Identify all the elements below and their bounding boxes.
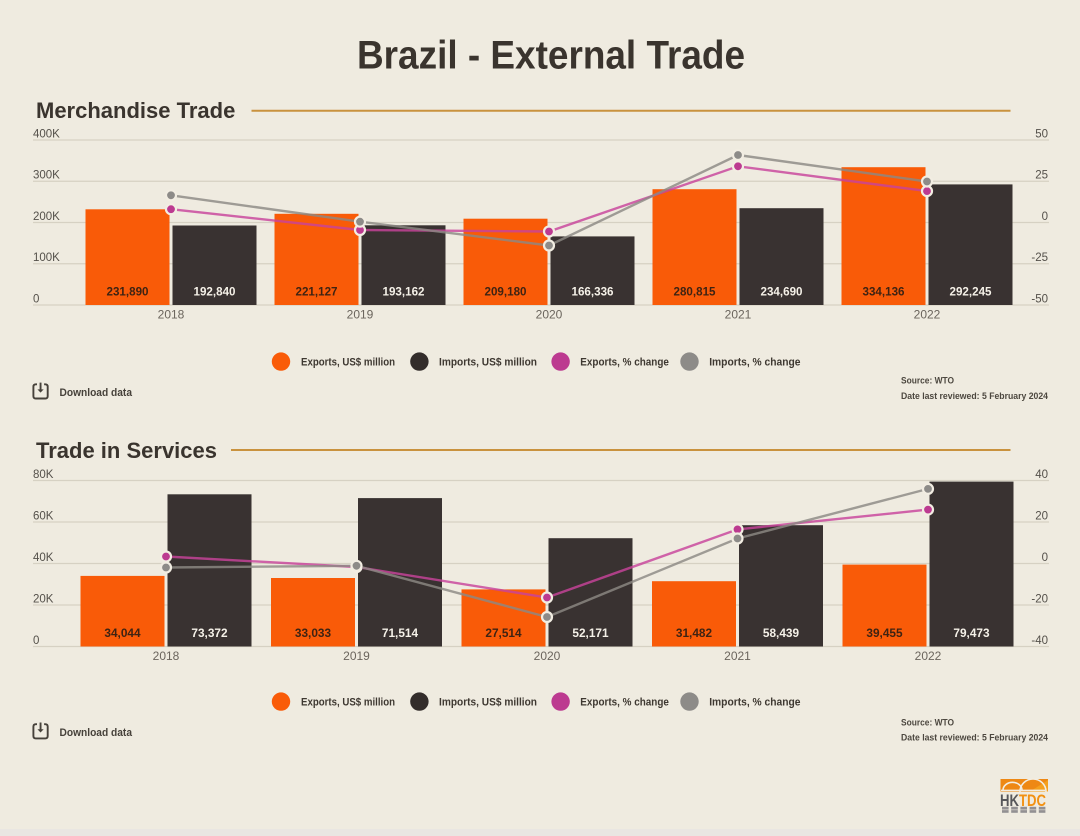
svg-text:27,514: 27,514 (485, 626, 522, 640)
svg-text:71,514: 71,514 (382, 626, 419, 640)
svg-text:60K: 60K (33, 510, 54, 522)
svg-text:Exports, % change: Exports, % change (580, 697, 669, 709)
svg-text:0: 0 (33, 293, 39, 305)
svg-text:Imports, US$ million: Imports, US$ million (439, 357, 537, 369)
svg-text:192,840: 192,840 (194, 285, 236, 299)
svg-text:Imports, % change: Imports, % change (709, 697, 800, 709)
svg-text:52,171: 52,171 (572, 626, 609, 640)
svg-text:20: 20 (1035, 510, 1048, 522)
svg-text:50: 50 (1035, 128, 1048, 140)
svg-text:221,127: 221,127 (296, 285, 338, 299)
svg-text:Exports, US$ million: Exports, US$ million (301, 697, 395, 709)
svg-text:Trade in Services: Trade in Services (36, 438, 217, 463)
svg-text:0: 0 (33, 635, 39, 647)
svg-text:166,336: 166,336 (572, 285, 614, 299)
svg-text:Exports, US$ million: Exports, US$ million (301, 357, 395, 369)
svg-text:280,815: 280,815 (674, 285, 716, 299)
svg-text:2020: 2020 (534, 649, 561, 663)
svg-text:334,136: 334,136 (863, 285, 905, 299)
svg-text:2019: 2019 (347, 308, 374, 322)
svg-text:Source: WTO: Source: WTO (901, 376, 954, 387)
svg-text:200K: 200K (33, 211, 60, 223)
svg-text:0: 0 (1042, 552, 1048, 564)
svg-text:25: 25 (1035, 170, 1048, 182)
svg-text:292,245: 292,245 (950, 285, 992, 299)
svg-text:2018: 2018 (153, 649, 180, 663)
svg-text:40K: 40K (33, 552, 54, 564)
svg-text:34,044: 34,044 (104, 626, 141, 640)
svg-text:Brazil - External Trade: Brazil - External Trade (357, 34, 745, 78)
svg-text:Imports, % change: Imports, % change (709, 357, 800, 369)
svg-text:Date last reviewed: 5 February: Date last reviewed: 5 February 2024 (901, 733, 1049, 744)
svg-text:Source: WTO: Source: WTO (901, 718, 954, 729)
svg-text:Date last reviewed: 5 February: Date last reviewed: 5 February 2024 (901, 391, 1049, 402)
svg-text:Merchandise Trade: Merchandise Trade (36, 98, 235, 123)
svg-text:-25: -25 (1031, 252, 1048, 264)
svg-text:58,439: 58,439 (763, 626, 800, 640)
svg-text:-50: -50 (1031, 293, 1048, 305)
svg-text:2021: 2021 (725, 308, 752, 322)
svg-text:79,473: 79,473 (953, 626, 990, 640)
svg-text:39,455: 39,455 (866, 626, 903, 640)
svg-text:100K: 100K (33, 252, 60, 264)
svg-text:31,482: 31,482 (676, 626, 713, 640)
svg-text:33,033: 33,033 (295, 626, 332, 640)
svg-text:2021: 2021 (724, 649, 751, 663)
svg-text:2020: 2020 (536, 308, 563, 322)
svg-text:20K: 20K (33, 593, 54, 605)
svg-text:Download data: Download data (60, 727, 133, 739)
svg-text:-20: -20 (1031, 593, 1048, 605)
svg-text:231,890: 231,890 (107, 285, 149, 299)
svg-text:234,690: 234,690 (761, 285, 803, 299)
svg-text:80K: 80K (33, 469, 54, 481)
svg-text:193,162: 193,162 (383, 285, 425, 299)
svg-text:300K: 300K (33, 170, 60, 182)
svg-text:Exports, % change: Exports, % change (580, 357, 669, 369)
svg-text:HKTDC: HKTDC (1000, 791, 1046, 810)
svg-text:209,180: 209,180 (485, 285, 527, 299)
svg-text:-40: -40 (1031, 635, 1048, 647)
svg-text:2022: 2022 (915, 649, 942, 663)
svg-text:40: 40 (1035, 469, 1048, 481)
svg-text:2022: 2022 (914, 308, 941, 322)
svg-text:400K: 400K (33, 128, 60, 140)
svg-text:Download data: Download data (60, 387, 133, 399)
svg-text:73,372: 73,372 (191, 626, 228, 640)
svg-text:2018: 2018 (158, 308, 185, 322)
svg-text:2019: 2019 (343, 649, 370, 663)
svg-text:0: 0 (1042, 211, 1048, 223)
svg-text:Imports, US$ million: Imports, US$ million (439, 697, 537, 709)
